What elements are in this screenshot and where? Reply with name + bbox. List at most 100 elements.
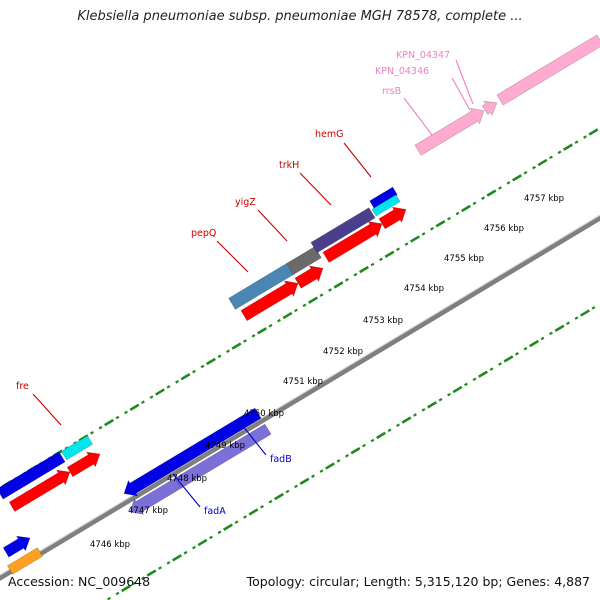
tick-mark <box>384 250 395 258</box>
tick-mark <box>336 459 341 463</box>
tick-mark <box>325 462 335 470</box>
cds-blue-bottom <box>2 535 31 558</box>
callout-line-fadB <box>237 419 267 456</box>
tick-mark <box>438 397 443 402</box>
tick-mark <box>580 309 590 317</box>
tick-mark <box>452 385 463 394</box>
tick-mark <box>401 416 412 424</box>
tick-mark <box>180 373 191 381</box>
tick-mark <box>217 354 222 359</box>
tick-mark <box>498 186 502 190</box>
cds-fadA-lavender-b <box>174 423 272 489</box>
tick-mark <box>141 400 145 404</box>
callout-line-hemG <box>343 142 372 178</box>
tick-label-4755-kbp: 4755 kbp <box>444 254 484 264</box>
tick-mark <box>192 545 196 550</box>
tick-mark <box>523 170 528 175</box>
inner-tick-row <box>107 306 596 600</box>
tick-mark <box>512 174 522 182</box>
tick-mark <box>549 155 553 160</box>
cds-cyan-hemG <box>371 194 401 217</box>
tick-mark <box>563 143 573 151</box>
tick-rows <box>0 128 599 600</box>
cds-hemG <box>369 186 398 210</box>
tick-mark <box>226 349 230 353</box>
tick-mark <box>455 211 460 216</box>
tick-label-4756-kbp: 4756 kbp <box>484 224 524 234</box>
tick-mark <box>583 135 587 139</box>
tick-mark <box>251 334 256 338</box>
tick-label-4752-kbp: 4752 kbp <box>323 347 363 357</box>
cds-fadA-lavender-a <box>129 477 182 515</box>
tick-mark <box>387 428 392 433</box>
tick-mark <box>260 505 264 509</box>
tick-mark <box>489 367 494 371</box>
tick-mark <box>294 308 298 313</box>
tick-label-4749-kbp: 4749 kbp <box>205 441 245 451</box>
gene-label-KPN_04346: KPN_04346 <box>375 66 429 77</box>
tick-mark <box>268 323 273 328</box>
tick-mark <box>209 535 213 540</box>
callout-line-rrsB <box>403 97 433 136</box>
rrna-KPN_04347 <box>496 34 600 106</box>
tick-mark <box>268 499 273 504</box>
tick-mark <box>231 342 242 350</box>
tick-mark <box>591 306 596 310</box>
tick-mark <box>73 441 77 445</box>
tick-mark <box>319 293 324 297</box>
gene-callouts: fre pepQ yigZ trkH hemG rrsB KPN_04346 KPN_0434… <box>16 50 474 517</box>
backbone-line <box>0 215 600 581</box>
tick-label-4748-kbp: 4748 kbp <box>167 474 207 484</box>
tick-mark <box>172 554 182 562</box>
tick-mark <box>566 321 570 325</box>
tick-mark <box>243 515 247 519</box>
cds-cyan-fre <box>60 435 94 461</box>
tick-mark <box>124 410 128 415</box>
cds-orange-bottom <box>6 547 44 575</box>
tick-mark <box>461 204 471 213</box>
tick-mark <box>197 538 208 547</box>
tick-mark <box>257 327 267 335</box>
tick-mark <box>537 158 548 167</box>
tick-label-4754-kbp: 4754 kbp <box>404 284 444 294</box>
tick-mark <box>299 477 310 485</box>
tick-mark <box>370 262 375 267</box>
gene-label-fadA: fadA <box>204 506 226 517</box>
tick-mark <box>396 423 400 427</box>
genome-backbone <box>0 214 600 581</box>
tick-mark <box>192 369 196 374</box>
tick-mark <box>515 352 519 356</box>
tick-label-4746-kbp: 4746 kbp <box>90 540 130 550</box>
feature-track <box>0 34 600 575</box>
tick-mark <box>234 520 239 524</box>
tick-mark <box>78 434 89 442</box>
tick-mark <box>472 201 477 206</box>
tick-mark <box>302 303 307 308</box>
gene-label-rrsB: rrsB <box>382 86 401 97</box>
tick-mark <box>481 196 485 200</box>
tick-mark <box>430 227 434 231</box>
backbone-highlight <box>0 214 600 576</box>
tick-mark <box>282 311 293 320</box>
tick-mark <box>328 288 332 292</box>
tick-mark <box>486 189 497 197</box>
tick-mark <box>574 140 579 144</box>
callout-line-yigZ <box>257 209 288 242</box>
gene-label-hemG: hemG <box>315 129 343 140</box>
tick-mark <box>121 584 131 593</box>
cds-red-lower-left <box>8 469 71 512</box>
tick-mark <box>396 247 400 251</box>
tick-mark <box>529 339 539 348</box>
cds-fre-upper <box>0 451 66 500</box>
tick-mark <box>574 316 579 320</box>
gene-label-pepQ: pepQ <box>191 228 216 239</box>
rrna-rrsB <box>414 107 485 156</box>
tick-mark <box>345 454 349 458</box>
callout-line-pepQ <box>216 240 249 273</box>
tick-mark <box>107 596 111 600</box>
rrna-KPN_04346 <box>481 100 498 116</box>
tick-mark <box>362 443 366 448</box>
tick-mark <box>158 566 162 570</box>
tick-mark <box>64 446 69 450</box>
